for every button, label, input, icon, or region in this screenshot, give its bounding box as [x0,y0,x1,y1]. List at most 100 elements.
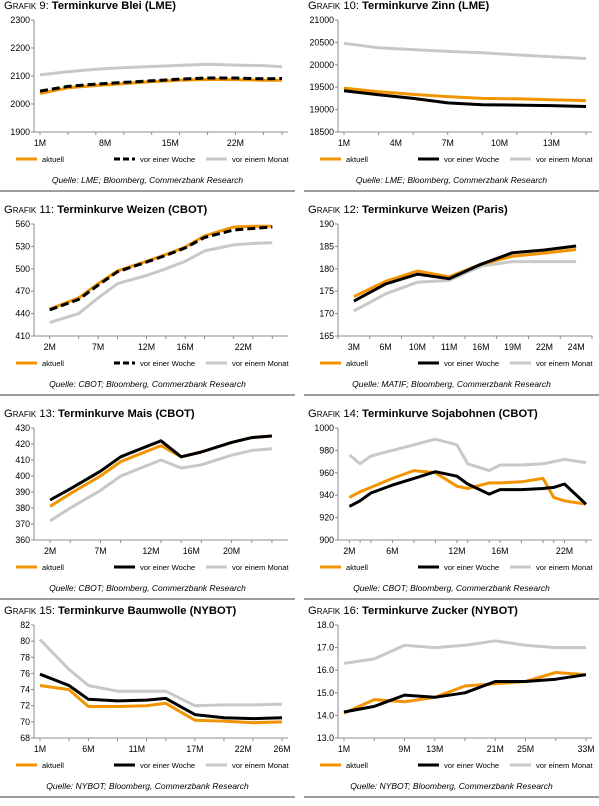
x-tick-label: 24M [568,342,585,352]
line-chart: 900 920 940 960 980 1000 2M 6M 12M 16M 22M aktuell v… [314,423,593,572]
y-tick-label: 2200 [10,43,30,53]
series-line-vor-einer-Woche [353,244,577,303]
y-tick-label: 80 [20,636,30,646]
legend-label: vor einer Woche [444,359,499,368]
y-tick-label: 530 [15,241,30,251]
x-tick-label: 1M [34,744,46,754]
chart-title-text: Terminkurve Zucker (NYBOT) [358,605,518,617]
legend-label: vor einem Monat [536,359,593,368]
y-tick-label: 20000 [310,60,335,70]
chart-source: Quelle: MATIF; Bloomberg, Commerzbank Re… [352,379,551,389]
panel-divider [304,598,599,600]
x-tick-label: 12M [142,546,159,556]
panel-divider [0,394,295,396]
chart-title-text: Terminkurve Sojabohnen (CBOT) [358,408,538,420]
legend-label: vor einem Monat [536,563,593,572]
chart-title-text: Terminkurve Weizen (Paris) [358,204,508,216]
y-tick-label: 13.0 [317,733,334,743]
x-tick-label: 16M [472,342,489,352]
x-tick-label: 12M [138,342,155,352]
legend-label: aktuell [42,155,64,164]
legend-label: vor einer Woche [140,761,195,770]
y-tick-label: 980 [319,445,334,455]
legend-label: aktuell [42,359,64,368]
y-tick-label: 390 [15,487,30,497]
series-line-vor-einer-Woche [343,89,587,108]
legend-label: vor einer Woche [140,359,195,368]
chart-title: Grafik 10: Terminkurve Zinn (LME) [308,0,489,12]
series-line-vor-einer-Woche [343,673,587,714]
chart-title: Grafik 13: Terminkurve Mais (CBOT) [4,408,195,420]
series-line-aktuell [343,86,587,103]
x-tick-label: 22M [235,342,252,352]
chart-title-prefix: Grafik 15: [4,605,55,617]
y-tick-label: 18500 [310,127,335,137]
x-tick-label: 22M [536,342,553,352]
series-line-vor-einem-Monat [343,639,586,665]
y-tick-label: 180 [319,264,334,274]
y-tick-label: 16.0 [317,665,334,675]
chart-title: Grafik 16: Terminkurve Zucker (NYBOT) [308,605,518,617]
y-tick-label: 2000 [10,99,30,109]
chart-source: Quelle: CBOT; Bloomberg, Commerzbank Res… [49,583,246,593]
y-tick-label: 175 [319,286,334,296]
y-tick-label: 14.0 [317,710,334,720]
x-tick-label: 12M [448,546,465,556]
panel-divider [304,394,599,396]
series-line-vor-einem-Monat [39,62,283,77]
series-line-aktuell [343,671,587,715]
x-tick-label: 2M [44,342,56,352]
series-line-vor-einem-Monat [49,241,273,325]
legend-label: vor einer Woche [444,155,499,164]
x-tick-label: 11M [129,744,145,754]
legend-label: aktuell [42,761,64,770]
x-tick-label: 1M [338,138,350,148]
y-tick-label: 1000 [314,423,334,433]
legend-label: aktuell [346,359,368,368]
chart-title-prefix: Grafik 16: [308,605,359,617]
x-tick-label: 25M [517,744,534,754]
x-tick-label: 1M [34,138,46,148]
legend-label: aktuell [346,761,368,770]
legend-label: vor einem Monat [536,761,593,770]
y-tick-label: 165 [319,331,334,341]
line-chart: 165 170 175 180 185 190 3M 6M 10M 11M 16M 19M 22M 24M… [319,219,593,368]
chart-panel-baumwolle: Grafik 15: Terminkurve Baumwolle (NYBOT)… [0,605,295,806]
y-tick-label: 560 [15,219,30,229]
legend-label: vor einer Woche [140,563,195,572]
legend-label: aktuell [42,563,64,572]
x-tick-label: 13M [426,744,443,754]
line-chart: 68 70 72 74 76 78 80 82 1M 6M 11M 17M 22M 26M aktuell v… [16,620,291,770]
chart-title-text: Terminkurve Mais (CBOT) [54,408,195,420]
series-line-vor-einem-Monat [353,260,577,313]
chart-panel-sojabohnen: Grafik 14: Terminkurve Sojabohnen (CBOT)… [304,408,599,609]
y-tick-label: 70 [20,717,30,727]
x-tick-label: 19M [504,342,521,352]
x-tick-label: 10M [409,342,426,352]
x-tick-label: 7M [92,342,104,352]
x-tick-label: 6M [386,546,398,556]
legend-label: aktuell [346,563,368,572]
y-tick-label: 500 [15,264,30,274]
panel-divider [0,598,295,600]
series-line-aktuell [49,224,273,311]
series-line-vor-einem-Monat [49,447,273,523]
x-tick-label: 22M [235,744,252,754]
x-tick-label: 11M [441,342,457,352]
chart-title-text: Terminkurve Baumwolle (NYBOT) [54,605,237,617]
y-tick-label: 380 [15,503,30,513]
x-tick-label: 21M [487,744,504,754]
chart-title-prefix: Grafik 13: [4,408,55,420]
chart-source: Quelle: NYBOT; Bloomberg, Commerzbank Re… [46,781,249,791]
y-tick-label: 940 [319,490,334,500]
x-tick-label: 17M [186,744,203,754]
chart-title-text: Terminkurve Blei (LME) [48,0,176,12]
line-chart: 360 370 380 390 400 410 420 430 2M 7M 12M 16M 20M akt… [15,423,289,572]
y-tick-label: 68 [20,733,30,743]
legend-label: vor einem Monat [536,155,593,164]
y-tick-label: 2100 [10,71,30,81]
chart-panel-blei: Grafik 9: Terminkurve Blei (LME) 1900 2000… [0,0,295,201]
x-tick-label: 6M [82,744,94,754]
y-tick-label: 2300 [10,15,30,25]
legend-label: vor einem Monat [232,761,289,770]
